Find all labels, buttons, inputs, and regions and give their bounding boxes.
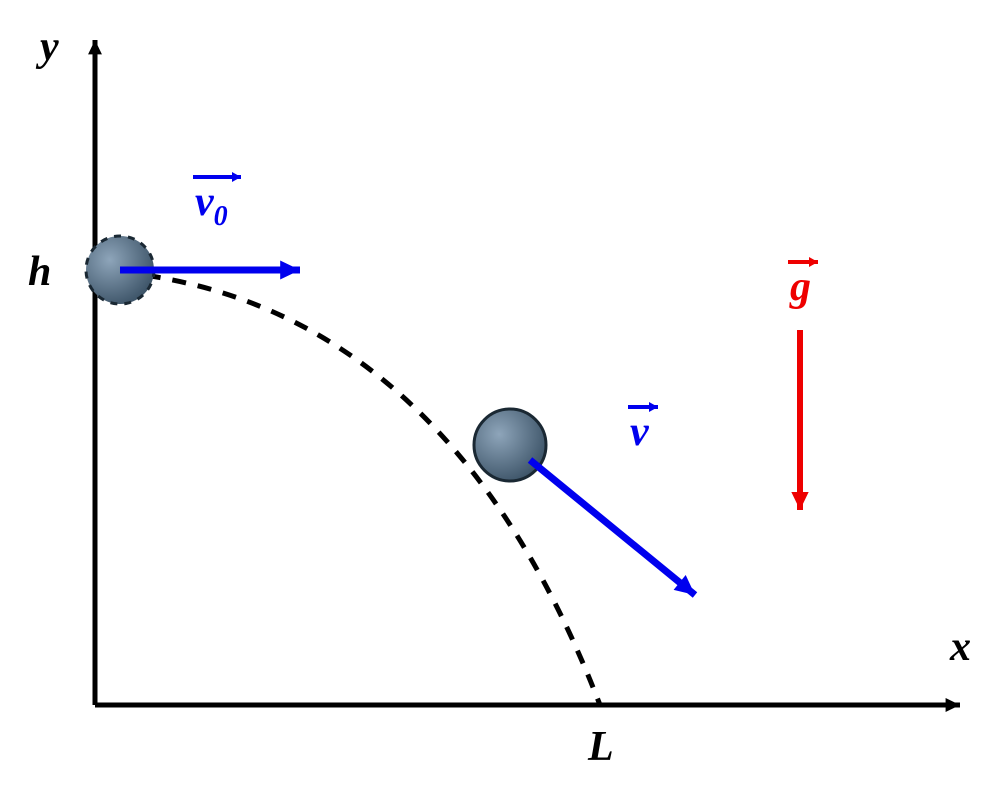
- svg-text:v: v: [630, 409, 650, 455]
- svg-text:x: x: [949, 624, 971, 670]
- projectile-motion-diagram: v0vgyxhL: [0, 0, 1000, 786]
- diagram-svg: v0vgyxhL: [0, 0, 1000, 786]
- svg-text:L: L: [587, 724, 614, 770]
- svg-text:h: h: [28, 249, 51, 295]
- svg-text:g: g: [789, 264, 811, 310]
